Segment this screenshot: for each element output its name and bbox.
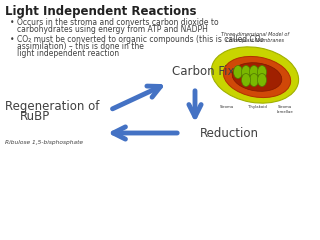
Ellipse shape — [232, 63, 282, 91]
Ellipse shape — [250, 66, 259, 78]
Ellipse shape — [250, 73, 259, 86]
Ellipse shape — [242, 73, 251, 86]
Text: assimilation) – this is done in the: assimilation) – this is done in the — [17, 42, 144, 51]
Text: Stroma
lamellae: Stroma lamellae — [276, 105, 293, 114]
Text: Light Independent Reactions: Light Independent Reactions — [5, 5, 196, 18]
Ellipse shape — [258, 73, 267, 86]
Text: Reduction: Reduction — [200, 127, 259, 140]
Text: Stroma: Stroma — [220, 105, 234, 109]
Text: Occurs in the stroma and converts carbon dioxide to: Occurs in the stroma and converts carbon… — [17, 18, 219, 27]
Text: Three-dimensional Model of
Chloroplast Membranes: Three-dimensional Model of Chloroplast M… — [221, 32, 289, 43]
Text: RuBP: RuBP — [20, 110, 50, 123]
Text: •: • — [10, 35, 14, 44]
Ellipse shape — [258, 66, 267, 78]
Text: Carbon Fixation: Carbon Fixation — [172, 65, 265, 78]
Text: Thylakoid: Thylakoid — [248, 105, 267, 109]
Text: carbohydrates using energy from ATP and NADPH: carbohydrates using energy from ATP and … — [17, 25, 208, 34]
Ellipse shape — [234, 66, 243, 78]
Text: Regeneration of: Regeneration of — [5, 100, 100, 113]
Ellipse shape — [223, 56, 291, 98]
Ellipse shape — [242, 66, 251, 78]
Text: light independent reaction: light independent reaction — [17, 49, 119, 58]
Ellipse shape — [212, 47, 299, 103]
Text: Ribulose 1,5-bisphosphate: Ribulose 1,5-bisphosphate — [5, 140, 83, 145]
Text: CO₂ must be converted to organic compounds (this is called CO₂: CO₂ must be converted to organic compoun… — [17, 35, 264, 44]
Text: •: • — [10, 18, 14, 27]
